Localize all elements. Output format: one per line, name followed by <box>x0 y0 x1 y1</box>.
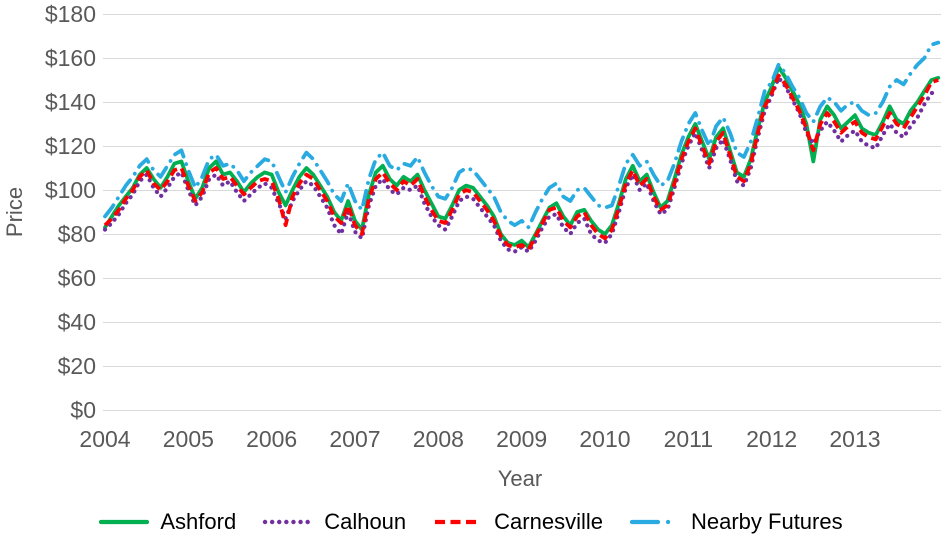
legend-label-carnesville: Carnesville <box>494 509 603 534</box>
legend-swatch-nearby-futures <box>629 519 681 525</box>
legend: Ashford Calhoun Carnesville Nearby Futures <box>0 509 941 535</box>
legend-item-ashford: Ashford <box>98 509 236 535</box>
x-tick-label: 2006 <box>246 426 298 452</box>
legend-item-carnesville: Carnesville <box>432 509 603 535</box>
y-tick-label: $100 <box>44 177 96 203</box>
x-tick-label: 2012 <box>746 426 798 452</box>
y-tick-label: $20 <box>57 353 96 379</box>
series-line-nearby-futures <box>103 40 941 230</box>
y-axis-title: Price <box>2 186 27 238</box>
x-tick-label: 2013 <box>829 426 881 452</box>
y-tick-label: $140 <box>44 89 96 115</box>
x-tick-label: 2011 <box>663 426 714 452</box>
x-tick-label: 2007 <box>329 426 381 452</box>
y-tick-label: $120 <box>44 133 96 159</box>
y-tick-label: $0 <box>70 397 96 423</box>
x-axis-title: Year <box>497 466 543 491</box>
x-tick-label: 2004 <box>79 426 131 452</box>
legend-item-nearby-futures: Nearby Futures <box>629 509 843 535</box>
y-tick-label: $160 <box>44 45 96 71</box>
x-tick-label: 2005 <box>162 426 214 452</box>
x-tick-label: 2009 <box>496 426 548 452</box>
x-tick-label: 2008 <box>412 426 464 452</box>
y-tick-label: $60 <box>57 265 96 291</box>
legend-swatch-carnesville <box>435 519 482 525</box>
series-line-calhoun <box>102 75 941 254</box>
y-tick-label: $40 <box>57 309 96 335</box>
series-line-carnesville <box>103 73 939 252</box>
legend-item-calhoun: Calhoun <box>262 509 406 535</box>
y-tick-label: $180 <box>44 0 96 27</box>
legend-label-ashford: Ashford <box>160 509 237 534</box>
x-tick-label: 2010 <box>579 426 631 452</box>
legend-swatch-ashford <box>99 519 150 525</box>
legend-label-nearby-futures: Nearby Futures <box>690 509 843 534</box>
legend-swatch-calhoun <box>263 519 314 525</box>
legend-label-calhoun: Calhoun <box>324 509 407 534</box>
y-tick-label: $80 <box>57 221 96 247</box>
